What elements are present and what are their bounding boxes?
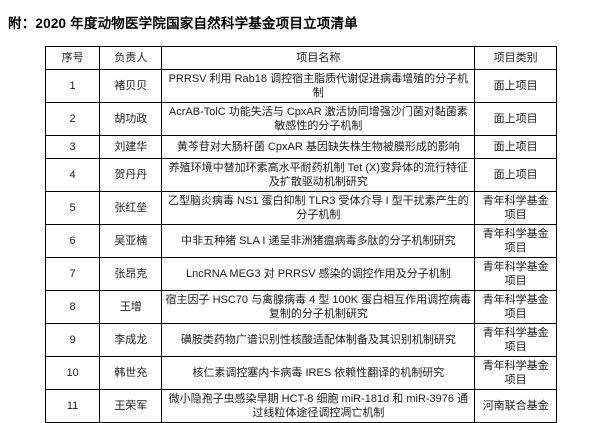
cell-person-in-charge: 韩世充 (99, 356, 163, 390)
cell-project-name: 磺胺类药物广谱识别性核酸适配体制备及其识别机制研究 (161, 323, 476, 357)
cell-serial-number: 10 (44, 356, 101, 390)
cell-person-in-charge: 刘建华 (99, 135, 163, 159)
cell-project-category: 面上项目 (474, 69, 557, 103)
cell-project-category: 青年科学基金项目 (474, 323, 557, 357)
cell-person-in-charge: 王增 (99, 290, 163, 324)
table-row: 8 王增 宿主因子 HSC70 与禽腺病毒 4 型 100K 蛋白相互作用调控病毒复… (44, 290, 557, 324)
cell-person-in-charge: 张昂克 (99, 257, 163, 291)
cell-project-name: 黄芩苷对大肠杆菌 CpxAR 基因缺失株生物被膜形成的影响 (161, 135, 476, 159)
table-row: 10 韩世充 核仁素调控塞内卡病毒 IRES 依赖性翻译的机制研究 青年科学基金项目 (44, 356, 557, 390)
cell-serial-number: 7 (44, 257, 101, 291)
table-row: 3 刘建华 黄芩苷对大肠杆菌 CpxAR 基因缺失株生物被膜形成的影响 面上项目 (44, 135, 557, 159)
table-row: 11 王荣军 微小隐孢子虫感染早期 HCT-8 细胞 miR-181d 和 miR-… (44, 389, 557, 423)
table-row: 7 张昂克 LncRNA MEG3 对 PRRSV 感染的调控作用及分子机制 青年科学… (44, 257, 557, 291)
projects-table-container: 序号 负责人 项目名称 项目类别 1 褚贝贝 PRRSV 利用 Rab18 调控宿主… (44, 46, 600, 423)
cell-project-category: 青年科学基金项目 (474, 191, 557, 225)
header-project-name: 项目名称 (161, 46, 476, 70)
cell-project-name: 中非五种猪 SLA I 递呈非洲猪瘟病毒多肽的分子机制研究 (161, 224, 476, 258)
table-row: 9 李成龙 磺胺类药物广谱识别性核酸适配体制备及其识别机制研究 青年科学基金项目 (44, 323, 557, 357)
cell-serial-number: 6 (44, 224, 101, 258)
cell-serial-number: 4 (44, 158, 101, 192)
cell-project-category: 河南联合基金 (474, 389, 557, 423)
cell-person-in-charge: 褚贝贝 (99, 69, 163, 103)
cell-project-name: 核仁素调控塞内卡病毒 IRES 依赖性翻译的机制研究 (161, 356, 476, 390)
table-row: 2 胡功政 AcrAB-TolC 功能失活与 CpxAR 激活协同增强沙门菌对黏菌素… (44, 102, 557, 136)
cell-project-category: 面上项目 (474, 102, 557, 136)
cell-person-in-charge: 胡功政 (99, 102, 163, 136)
header-person-in-charge: 负责人 (99, 46, 163, 70)
cell-project-category: 面上项目 (474, 135, 557, 159)
cell-project-name: 养殖环境中替加环素高水平耐药机制 Tet (X)变异体的流行特征及扩散驱动机制研… (161, 158, 476, 192)
cell-project-name: PRRSV 利用 Rab18 调控宿主脂质代谢促进病毒增殖的分子机制 (161, 69, 476, 103)
cell-project-name: 乙型脑炎病毒 NS1 蛋白抑制 TLR3 受体介导 I 型干扰素产生的分子机制 (161, 191, 476, 225)
table-body: 1 褚贝贝 PRRSV 利用 Rab18 调控宿主脂质代谢促进病毒增殖的分子机制 面上… (44, 69, 557, 423)
projects-table: 序号 负责人 项目名称 项目类别 1 褚贝贝 PRRSV 利用 Rab18 调控宿主… (44, 46, 557, 423)
cell-project-category: 青年科学基金项目 (474, 356, 557, 390)
cell-serial-number: 11 (44, 389, 101, 423)
table-row: 4 贺丹丹 养殖环境中替加环素高水平耐药机制 Tet (X)变异体的流行特征及扩散驱… (44, 158, 557, 192)
header-project-category: 项目类别 (474, 46, 557, 70)
cell-project-category: 青年科学基金项目 (474, 290, 557, 324)
cell-project-name: 宿主因子 HSC70 与禽腺病毒 4 型 100K 蛋白相互作用调控病毒复制的分… (161, 290, 476, 324)
cell-serial-number: 5 (44, 191, 101, 225)
cell-person-in-charge: 张红垒 (99, 191, 163, 225)
cell-person-in-charge: 吴亚楠 (99, 224, 163, 258)
cell-person-in-charge: 贺丹丹 (99, 158, 163, 192)
table-row: 6 吴亚楠 中非五种猪 SLA I 递呈非洲猪瘟病毒多肽的分子机制研究 青年科学基金项… (44, 224, 557, 258)
cell-serial-number: 9 (44, 323, 101, 357)
cell-project-name: AcrAB-TolC 功能失活与 CpxAR 激活协同增强沙门菌对黏菌素敏感性的… (161, 102, 476, 136)
cell-serial-number: 2 (44, 102, 101, 136)
cell-person-in-charge: 李成龙 (99, 323, 163, 357)
table-row: 1 褚贝贝 PRRSV 利用 Rab18 调控宿主脂质代谢促进病毒增殖的分子机制 面上… (44, 69, 557, 103)
cell-serial-number: 1 (44, 69, 101, 103)
cell-project-category: 青年科学基金项目 (474, 257, 557, 291)
cell-project-name: LncRNA MEG3 对 PRRSV 感染的调控作用及分子机制 (161, 257, 476, 291)
cell-project-name: 微小隐孢子虫感染早期 HCT-8 细胞 miR-181d 和 miR-3976 … (161, 389, 476, 423)
cell-person-in-charge: 王荣军 (99, 389, 163, 423)
cell-serial-number: 8 (44, 290, 101, 324)
cell-project-category: 面上项目 (474, 158, 557, 192)
page-title: 附：2020 年度动物医学院国家自然科学基金项目立项清单 (8, 16, 358, 31)
cell-serial-number: 3 (44, 135, 101, 159)
table-header-row: 序号 负责人 项目名称 项目类别 (44, 46, 557, 70)
cell-project-category: 青年科学基金项目 (474, 224, 557, 258)
table-row: 5 张红垒 乙型脑炎病毒 NS1 蛋白抑制 TLR3 受体介导 I 型干扰素产生的分… (44, 191, 557, 225)
header-serial-number: 序号 (44, 46, 101, 70)
